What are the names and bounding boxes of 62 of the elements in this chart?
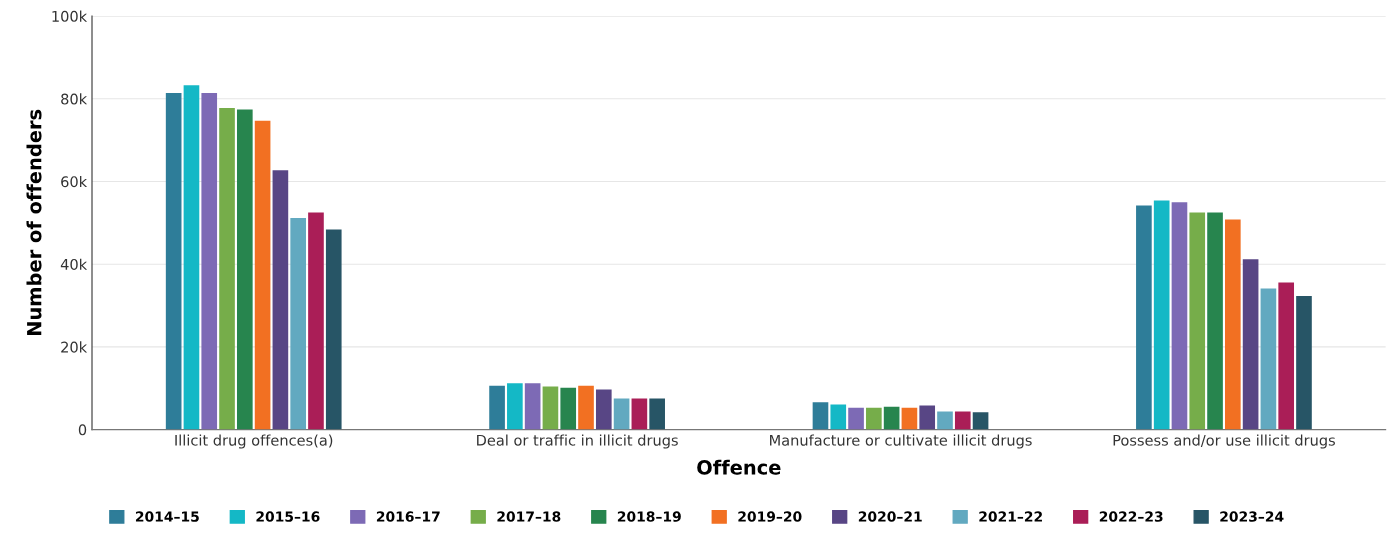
x-tick-label: Manufacture or cultivate illicit drugs bbox=[770, 434, 1032, 449]
bar bbox=[1225, 219, 1241, 430]
bar bbox=[972, 412, 989, 430]
y-tick-label: 100k bbox=[52, 10, 88, 22]
bar bbox=[1136, 205, 1152, 430]
bar bbox=[937, 411, 953, 430]
x-axis-title: Offence bbox=[697, 459, 781, 475]
bar bbox=[578, 385, 594, 430]
bar bbox=[613, 398, 630, 430]
bar bbox=[830, 404, 847, 430]
bar bbox=[290, 217, 306, 430]
bar bbox=[1153, 200, 1170, 430]
bar bbox=[219, 107, 235, 430]
y-tick-label: 40k bbox=[60, 258, 88, 270]
bar bbox=[1207, 212, 1223, 430]
y-tick-label: 0 bbox=[78, 424, 87, 436]
legend-label: 2018–19 bbox=[617, 511, 681, 522]
bar bbox=[954, 411, 971, 430]
bar bbox=[201, 93, 218, 430]
legend-label: 2019–20 bbox=[738, 511, 802, 522]
bar bbox=[560, 387, 577, 430]
y-tick-label: 60k bbox=[61, 175, 88, 188]
bar bbox=[883, 406, 900, 430]
bar bbox=[1171, 202, 1188, 430]
bar bbox=[812, 402, 829, 430]
bar bbox=[542, 386, 559, 430]
bar bbox=[631, 398, 648, 430]
x-tick-label: Illicit drug offences(a) bbox=[175, 434, 333, 449]
bar bbox=[325, 229, 342, 430]
bar bbox=[649, 398, 665, 430]
x-tick-label: Deal or traffic in illicit drugs bbox=[477, 434, 678, 449]
bar bbox=[901, 407, 918, 430]
legend-label: 2023–24 bbox=[1220, 511, 1284, 522]
bar bbox=[595, 389, 612, 430]
bar bbox=[183, 85, 200, 430]
bar bbox=[919, 405, 936, 430]
legend-label: 2020–21 bbox=[858, 511, 922, 522]
y-tick-label: 80k bbox=[61, 93, 88, 105]
legend-label: 2014–15 bbox=[135, 511, 199, 522]
bar bbox=[236, 109, 253, 430]
legend-label: 2015–16 bbox=[256, 511, 320, 522]
bar bbox=[272, 170, 289, 430]
bar bbox=[165, 93, 182, 430]
x-tick-label: Possess and/or use illicit drugs bbox=[1113, 434, 1335, 449]
y-tick-label: 20k bbox=[61, 341, 88, 353]
bar bbox=[848, 407, 864, 430]
bar bbox=[254, 120, 271, 430]
legend-label: 2016–17 bbox=[376, 511, 440, 522]
bar bbox=[1260, 288, 1277, 430]
bar bbox=[308, 212, 324, 430]
bar bbox=[507, 383, 523, 430]
legend-label: 2017–18 bbox=[497, 511, 561, 522]
legend-label: 2021–22 bbox=[979, 511, 1042, 522]
y-axis-title: Number of offenders bbox=[26, 109, 42, 336]
legend-label: 2022–23 bbox=[1099, 511, 1163, 522]
bar bbox=[1296, 296, 1312, 430]
bar bbox=[1189, 212, 1206, 430]
bar bbox=[489, 385, 505, 430]
bar bbox=[866, 407, 882, 430]
bar bbox=[524, 383, 541, 430]
bar bbox=[1278, 282, 1295, 430]
bar bbox=[1242, 259, 1259, 430]
